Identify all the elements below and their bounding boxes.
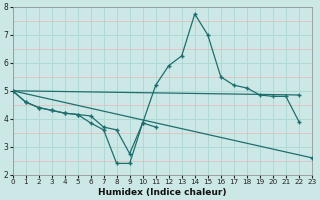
X-axis label: Humidex (Indice chaleur): Humidex (Indice chaleur) — [98, 188, 227, 197]
